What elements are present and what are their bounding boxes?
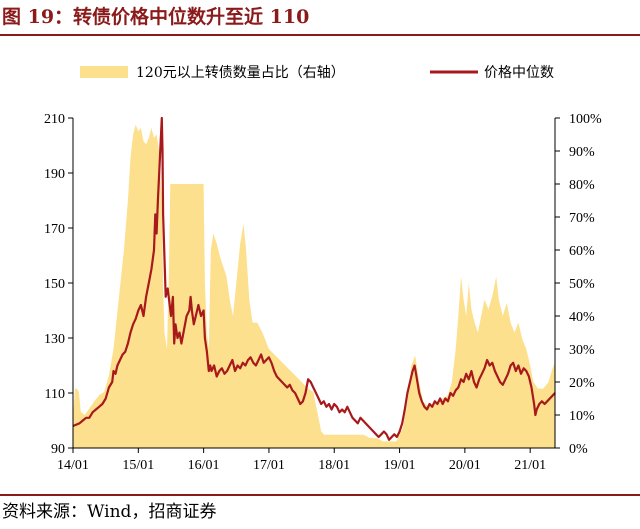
legend-swatch-share-area xyxy=(80,66,128,78)
legend: 120元以上转债数量占比（右轴） 价格中位数 xyxy=(80,65,554,81)
legend-label-median: 价格中位数 xyxy=(484,65,554,81)
dual-axis-chart: 120元以上转债数量占比（右轴） 价格中位数 90 110 130 150 170 190… xyxy=(44,65,602,473)
y-right-tick-label: 100% xyxy=(569,112,602,127)
x-tick-label: 20/01 xyxy=(449,458,481,473)
x-tick-label: 16/01 xyxy=(188,458,220,473)
source-note: 资料来源：Wind，招商证券 xyxy=(2,502,217,522)
x-tick-label: 17/01 xyxy=(253,458,285,473)
axes: 90 110 130 150 170 190 210 0% 10% 20% 30% 40% 50% 60%… xyxy=(44,112,602,473)
source-rule xyxy=(0,494,640,496)
y-left-tick-label: 150 xyxy=(44,277,65,292)
x-tick-label: 21/01 xyxy=(514,458,546,473)
x-tick-label: 19/01 xyxy=(384,458,416,473)
y-right-tick-label: 70% xyxy=(569,211,595,226)
x-tick-label: 18/01 xyxy=(318,458,350,473)
y-right-tick-label: 40% xyxy=(569,310,595,325)
series-area-share xyxy=(73,124,555,448)
title-rule xyxy=(0,34,640,36)
legend-label-share: 120元以上转债数量占比（右轴） xyxy=(136,65,345,81)
y-left-tick-label: 130 xyxy=(44,332,65,347)
y-left-tick-label: 90 xyxy=(51,442,65,457)
y-right-tick-label: 10% xyxy=(569,409,595,424)
plot-area xyxy=(72,116,556,448)
y-left-tick-label: 190 xyxy=(44,167,65,182)
y-right-tick-label: 50% xyxy=(569,277,595,292)
y-right-tick-label: 90% xyxy=(569,145,595,160)
y-right-tick-label: 20% xyxy=(569,376,595,391)
y-right-tick-label: 30% xyxy=(569,343,595,358)
figure-title: 图 19：转债价格中位数升至近 110 xyxy=(2,6,310,28)
x-tick-label: 14/01 xyxy=(57,458,89,473)
y-left-tick-label: 210 xyxy=(44,112,65,127)
y-right-tick-label: 0% xyxy=(569,442,588,457)
y-right-tick-label: 60% xyxy=(569,244,595,259)
y-left-tick-label: 110 xyxy=(45,387,65,402)
y-right-tick-label: 80% xyxy=(569,178,595,193)
x-tick-label: 15/01 xyxy=(122,458,154,473)
y-left-tick-label: 170 xyxy=(44,222,65,237)
series-line-median xyxy=(72,116,556,441)
